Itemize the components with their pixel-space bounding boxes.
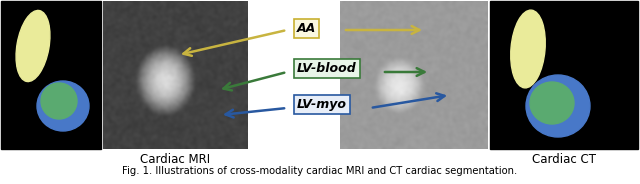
Ellipse shape [530, 82, 574, 124]
Bar [490, 1, 638, 149]
Ellipse shape [41, 83, 77, 119]
Text: Cardiac CT: Cardiac CT [532, 153, 596, 166]
Text: Fig. 1. Illustrations of cross-modality cardiac MRI and CT cardiac segmentation.: Fig. 1. Illustrations of cross-modality … [122, 166, 518, 176]
Ellipse shape [511, 10, 545, 88]
Text: Cardiac MRI: Cardiac MRI [140, 153, 210, 166]
Text: LV-myo: LV-myo [297, 98, 347, 111]
Ellipse shape [16, 10, 50, 82]
Bar [1, 1, 101, 149]
Ellipse shape [526, 75, 590, 137]
Ellipse shape [37, 81, 89, 131]
Text: AA: AA [297, 22, 316, 35]
Text: LV-blood: LV-blood [297, 62, 356, 75]
